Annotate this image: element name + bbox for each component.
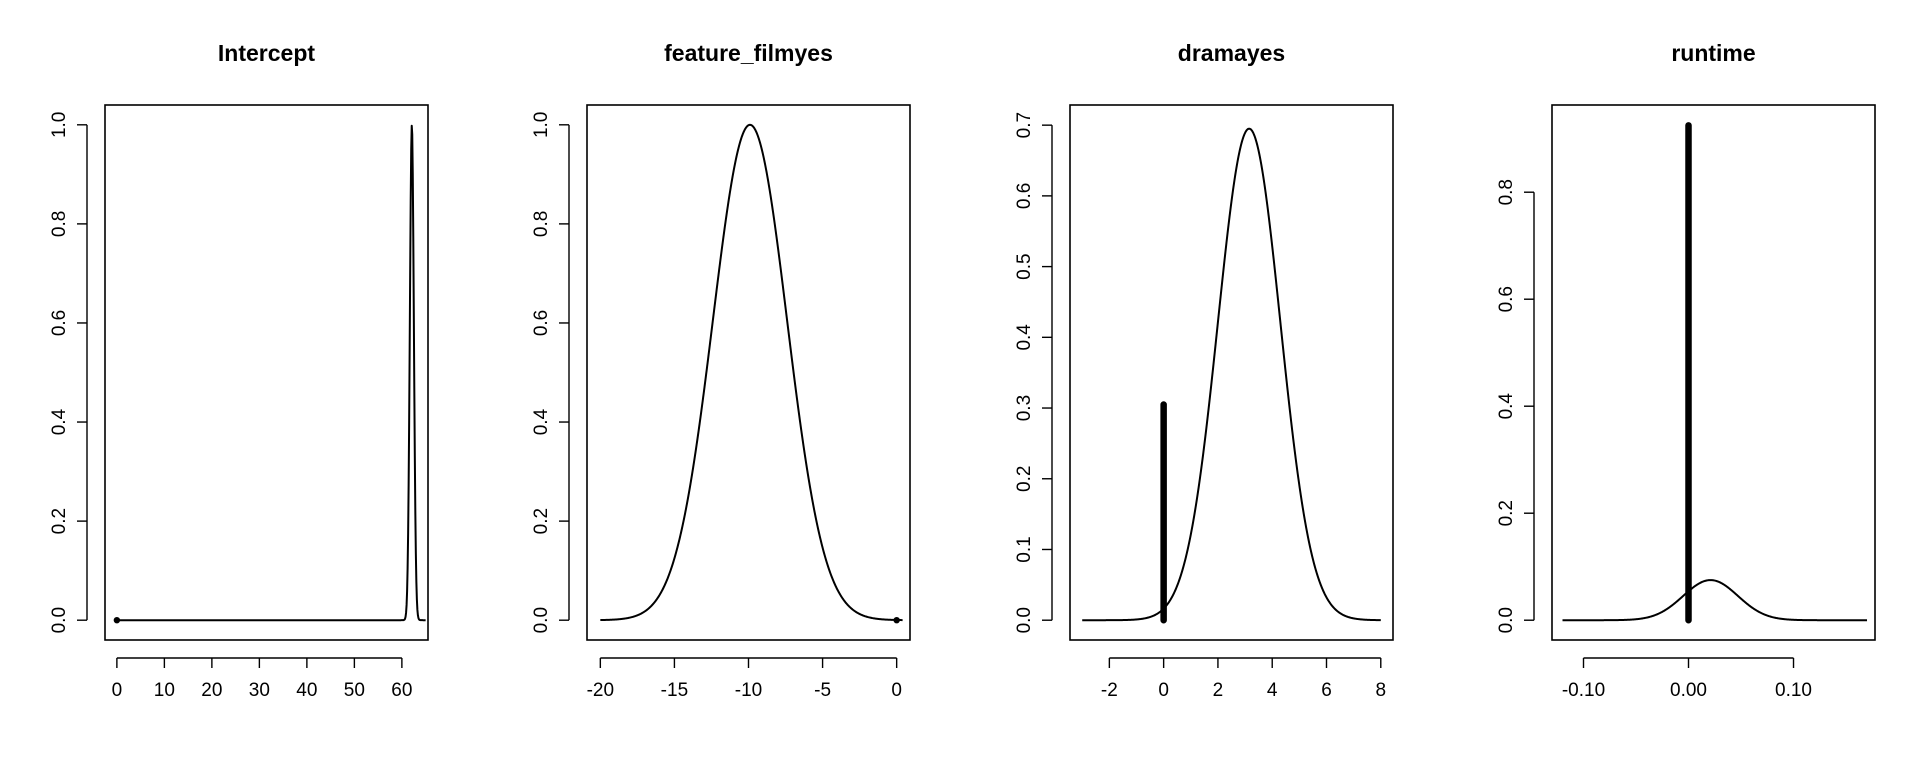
y-tick-label: 0.2 — [1496, 500, 1517, 526]
panel-1: Intercept 0 10 20 30 40 50 60 0.0 0.2 0.4 0.6 0.8 1.0 — [49, 40, 429, 701]
y-tick-label: 0.0 — [49, 607, 70, 633]
panel-title: runtime — [1671, 40, 1755, 66]
plot-frame — [1069, 104, 1394, 641]
zero-point — [893, 616, 900, 624]
y-tick-label: 0.0 — [531, 607, 552, 633]
y-tick-label: 0.4 — [1014, 324, 1035, 351]
y-tick-label: 0.5 — [1014, 253, 1035, 279]
x-axis: -0.10 0.00 0.10 — [1562, 657, 1812, 701]
y-tick-label: 1.0 — [531, 112, 552, 138]
x-tick-label: 50 — [344, 680, 365, 701]
x-tick-label: 60 — [391, 680, 412, 701]
x-tick-label: -20 — [587, 680, 614, 701]
y-tick-label: 0.3 — [1014, 395, 1035, 421]
y-tick-label: 0.2 — [531, 508, 552, 534]
y-tick-label: 0.7 — [1014, 112, 1035, 138]
y-tick-label: 0.8 — [1496, 179, 1517, 205]
x-tick-label: -2 — [1101, 680, 1118, 701]
plot-frame — [104, 104, 429, 641]
x-tick-label: -0.10 — [1562, 680, 1605, 701]
y-tick-label: 0.6 — [1014, 183, 1035, 209]
y-tick-label: 0.2 — [49, 508, 70, 534]
panel-title: dramayes — [1178, 40, 1285, 66]
x-tick-label: -15 — [661, 680, 688, 701]
y-axis: 0.0 0.2 0.4 0.6 0.8 1.0 — [531, 112, 570, 633]
y-tick-label: 0.6 — [49, 310, 70, 336]
y-tick-label: 0.4 — [49, 408, 70, 435]
x-tick-label: -5 — [814, 680, 831, 701]
panel-2: feature_filmyes-20 -15 -10 -5 00.00.20.40.60… — [531, 40, 911, 701]
zero-point — [113, 616, 121, 624]
y-tick-label: 0.4 — [1496, 393, 1517, 420]
x-tick-label: 0.00 — [1670, 680, 1707, 701]
x-tick-label: 8 — [1375, 680, 1386, 701]
y-tick-label: 0.6 — [1496, 286, 1517, 312]
plot-frame — [586, 104, 911, 641]
x-tick-label: 6 — [1321, 680, 1332, 701]
y-tick-label: 0.2 — [1014, 466, 1035, 492]
x-tick-label: 10 — [154, 680, 175, 701]
y-tick-label: 0.1 — [1014, 536, 1035, 562]
y-tick-label: 0.4 — [531, 408, 552, 435]
x-tick-label: 0 — [1158, 680, 1169, 701]
x-tick-label: 0.10 — [1775, 680, 1812, 701]
x-axis: -2 0 2 4 6 8 — [1101, 657, 1386, 701]
y-tick-label: 0.0 — [1014, 607, 1035, 633]
panel-title: Intercept — [218, 40, 315, 66]
y-tick-label: 0.8 — [49, 211, 70, 237]
density-curve — [599, 123, 904, 622]
x-tick-label: -10 — [735, 680, 762, 701]
x-tick-label: 20 — [201, 680, 222, 701]
panel-title: feature_filmyes — [664, 40, 833, 66]
x-tick-label: 40 — [296, 680, 317, 701]
x-tick-label: 4 — [1267, 680, 1278, 701]
density-curve — [1562, 579, 1868, 622]
panel-3: dramayes -2 0 2 4 6 8 0.0 0.1 0.2 0.3 0.4 0.5 0.6 0.7 — [1014, 40, 1394, 701]
y-axis: 0.0 0.1 0.2 0.3 0.4 0.5 0.6 0.7 — [1014, 112, 1053, 633]
y-tick-label: 0.0 — [1496, 607, 1517, 633]
x-tick-label: 0 — [112, 680, 123, 701]
y-tick-label: 0.6 — [531, 310, 552, 336]
x-tick-label: 0 — [891, 680, 902, 701]
x-axis: 0 10 20 30 40 50 60 — [112, 657, 412, 701]
y-axis: 0.0 0.2 0.4 0.6 0.8 — [1496, 179, 1535, 633]
plot-frame — [1551, 104, 1876, 641]
y-tick-label: 0.8 — [531, 211, 552, 237]
x-tick-label: 2 — [1213, 680, 1224, 701]
density-curve — [116, 124, 427, 622]
y-axis: 0.0 0.2 0.4 0.6 0.8 1.0 — [49, 112, 88, 633]
panel-4: runtime -0.10 0.00 0.10 0.0 0.2 0.4 0.6 0.8 — [1496, 40, 1876, 701]
density-curve — [1081, 127, 1382, 622]
x-tick-label: 30 — [249, 680, 270, 701]
y-tick-label: 1.0 — [49, 112, 70, 138]
x-axis: -20 -15 -10 -5 0 — [587, 657, 902, 701]
